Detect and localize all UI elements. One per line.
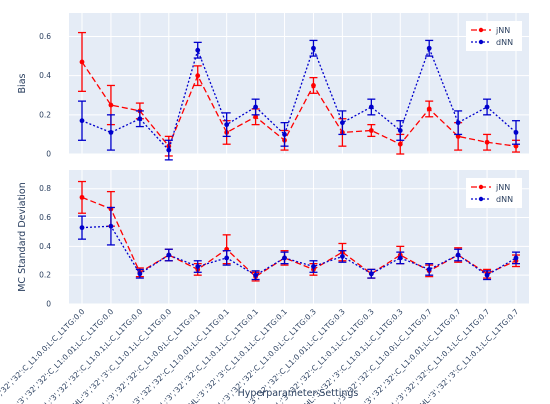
bias-legend-label-jNN: jNN: [495, 26, 510, 35]
mc-std-y-tick-label: 0.8: [39, 184, 51, 193]
mc-std-data-point-dNN: [426, 267, 432, 272]
bias-data-point-dNN: [426, 45, 432, 51]
bias-legend-box: [466, 21, 522, 51]
bias-data-point-jNN: [513, 143, 519, 149]
bias-data-point-jNN: [368, 128, 374, 133]
mc-std-data-point-dNN: [166, 252, 172, 258]
bias-data-point-dNN: [455, 120, 461, 126]
bias-legend-label-dNN: dNN: [496, 38, 513, 47]
bias-data-point-jNN: [79, 59, 85, 65]
mc-std-y-tick-label: 0: [46, 300, 51, 309]
bias-data-point-dNN: [368, 104, 374, 110]
mc-std-data-point-dNN: [455, 252, 461, 258]
bias-data-point-dNN: [224, 122, 230, 128]
bias-data-point-jNN: [311, 83, 316, 88]
bias-series-line-jNN: [81, 61, 517, 148]
bias-y-axis-title: Bias: [17, 73, 28, 93]
mc-std-data-point-dNN: [195, 264, 201, 269]
bias-data-point-dNN: [166, 147, 172, 153]
mc-std-y-axis-title: MC Standard Deviation: [17, 182, 28, 292]
mc-std-data-point-dNN: [282, 255, 287, 261]
bias-data-point-jNN: [426, 106, 432, 112]
mc-std-legend-label-dNN: dNN: [496, 195, 513, 204]
mc-std-data-point-dNN: [513, 255, 519, 261]
mc-std-legend-label-jNN: jNN: [495, 183, 510, 192]
mc-std-subplot: 0 0.2 0.4 0.6 0.8 MC Standard Deviation jNN dNN: [17, 170, 529, 309]
mc-std-plot-background: [69, 170, 529, 304]
bias-legend-marker-dNN: [478, 39, 484, 45]
bias-data-point-dNN: [340, 120, 345, 126]
mc-std-data-point-dNN: [137, 271, 143, 277]
bias-data-point-dNN: [253, 104, 258, 110]
bias-data-point-jNN: [484, 139, 490, 145]
bias-data-point-dNN: [282, 132, 287, 137]
bias-series-line-dNN: [81, 46, 517, 152]
mc-std-data-point-dNN: [79, 225, 85, 231]
bias-data-point-jNN: [253, 114, 258, 120]
bias-data-point-dNN: [108, 130, 114, 135]
mc-std-data-point-dNN: [484, 272, 490, 278]
x-tick-label: HL:'3','32','32':C_L1:0.0;L:C_L1TG:0.0: [0, 307, 87, 404]
bias-data-point-dNN: [397, 128, 403, 133]
bias-legend-marker-jNN: [478, 27, 484, 33]
mc-std-series-line-dNN: [81, 225, 517, 276]
bias-data-point-jNN: [108, 102, 114, 108]
bias-y-tick-label: 0: [46, 150, 51, 159]
mc-std-data-point-dNN: [311, 264, 316, 269]
bias-data-point-jNN: [195, 73, 201, 79]
bias-subplot: 0 0.2 0.4 0.6 Bias jNN dNN: [17, 13, 529, 161]
mc-std-y-tick-label: 0.2: [39, 271, 51, 280]
bias-y-tick-label: 0.4: [39, 71, 51, 80]
mc-std-y-tick-label: 0.4: [39, 242, 51, 251]
bias-data-point-dNN: [311, 45, 316, 51]
mc-std-legend-box: [466, 178, 522, 208]
bias-data-point-dNN: [195, 47, 201, 53]
bias-y-tick-label: 0.6: [39, 32, 51, 41]
bias-data-point-dNN: [484, 104, 490, 110]
bias-plot-background: [69, 13, 529, 154]
mc-std-legend-marker-dNN: [478, 196, 484, 202]
mc-std-data-point-dNN: [108, 223, 114, 229]
bias-data-point-jNN: [455, 133, 461, 139]
mc-std-y-tick-label: 0.6: [39, 213, 51, 222]
mc-std-data-point-jNN: [79, 194, 85, 200]
mc-std-data-point-dNN: [340, 254, 345, 259]
bias-data-point-dNN: [513, 130, 519, 135]
x-axis-title: Hyperparameter Settings: [238, 388, 359, 399]
mc-std-data-point-dNN: [368, 271, 374, 277]
mc-std-legend-marker-jNN: [478, 184, 484, 190]
bias-data-point-dNN: [137, 116, 143, 122]
mc-std-series-line-jNN: [81, 196, 517, 278]
bias-data-point-jNN: [397, 141, 403, 147]
mc-std-data-point-dNN: [397, 255, 403, 261]
bias-y-tick-label: 0.2: [39, 110, 51, 119]
mc-std-data-point-dNN: [253, 272, 258, 278]
mc-std-data-point-dNN: [224, 255, 230, 261]
bias-data-point-dNN: [79, 118, 85, 124]
